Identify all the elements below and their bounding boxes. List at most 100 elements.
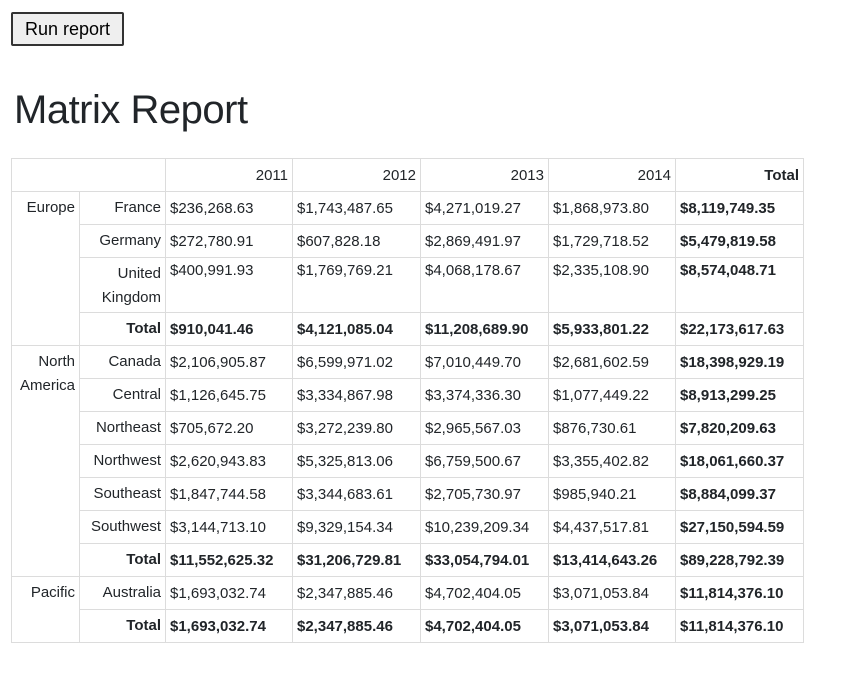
value-cell: $1,077,449.22 [548,378,676,412]
row-label: Total [79,312,166,346]
value-cell: $2,335,108.90 [548,257,676,313]
value-cell: $8,119,749.35 [675,191,804,225]
value-cell: $10,239,209.34 [420,510,549,544]
value-cell: $6,759,500.67 [420,444,549,478]
value-cell: $3,272,239.80 [292,411,421,445]
data-row: Europe France $236,268.63 $1,743,487.65 $4,2… [11,191,804,346]
value-cell: $236,268.63 [165,191,293,225]
value-cell: $2,347,885.46 [292,576,421,610]
value-cell: $3,071,053.84 [548,576,676,610]
value-cell: $8,574,048.71 [675,257,804,313]
total-row: Total $910,041.46 $4,121,085.04 $11,208,689… [12,312,804,346]
value-cell: $4,121,085.04 [292,312,421,346]
value-cell: $18,061,660.37 [675,444,804,478]
row-label: Central [79,378,166,412]
value-cell: $876,730.61 [548,411,676,445]
value-cell: $18,398,929.19 [675,345,804,379]
value-cell: $11,208,689.90 [420,312,549,346]
data-row: Southwest $3,144,713.10 $9,329,154.34 $10,2… [12,510,804,544]
value-cell: $1,693,032.74 [165,576,293,610]
row-label: Southeast [79,477,166,511]
data-row: Northeast $705,672.20 $3,272,239.80 $2,965,… [12,411,804,445]
region-cell: Pacific [11,576,80,643]
column-header: Total [675,158,804,192]
data-row: North America Canada $2,106,905.87 $6,599,9… [11,345,804,577]
region-cell: Europe [11,191,80,346]
value-cell: $2,869,491.97 [420,224,549,258]
value-cell: $3,355,402.82 [548,444,676,478]
value-cell: $9,329,154.34 [292,510,421,544]
value-cell: $8,884,099.37 [675,477,804,511]
row-label: Northwest [79,444,166,478]
value-cell: $3,144,713.10 [165,510,293,544]
value-cell: $4,702,404.05 [420,576,549,610]
region-cell: North America [11,345,80,577]
value-cell: $3,344,683.61 [292,477,421,511]
data-row: Germany $272,780.91 $607,828.18 $2,869,491.… [12,224,804,258]
value-cell: $985,940.21 [548,477,676,511]
value-cell: $22,173,617.63 [675,312,804,346]
value-cell: $11,814,376.10 [675,576,804,610]
value-cell: $1,126,645.75 [165,378,293,412]
value-cell: $1,729,718.52 [548,224,676,258]
value-cell: $4,702,404.05 [420,609,549,643]
row-label: Canada [79,345,166,379]
value-cell: $3,071,053.84 [548,609,676,643]
total-row: Total $1,693,032.74 $2,347,885.46 $4,702,40… [12,609,804,643]
value-cell: $11,552,625.32 [165,543,293,577]
value-cell: $1,743,487.65 [292,191,421,225]
value-cell: $2,965,567.03 [420,411,549,445]
value-cell: $5,933,801.22 [548,312,676,346]
report-title: Matrix Report [14,88,248,132]
row-label: United Kingdom [79,257,166,313]
value-cell: $4,271,019.27 [420,191,549,225]
value-cell: $8,913,299.25 [675,378,804,412]
value-cell: $1,847,744.58 [165,477,293,511]
value-cell: $705,672.20 [165,411,293,445]
value-cell: $13,414,643.26 [548,543,676,577]
column-header: 2012 [292,158,421,192]
row-label: Total [79,609,166,643]
value-cell: $272,780.91 [165,224,293,258]
value-cell: $1,769,769.21 [292,257,421,313]
row-label: France [79,191,166,225]
value-cell: $4,437,517.81 [548,510,676,544]
data-row: Central $1,126,645.75 $3,334,867.98 $3,374,… [12,378,804,412]
value-cell: $7,820,209.63 [675,411,804,445]
row-label: Northeast [79,411,166,445]
row-label: Australia [79,576,166,610]
value-cell: $5,479,819.58 [675,224,804,258]
value-cell: $7,010,449.70 [420,345,549,379]
value-cell: $4,068,178.67 [420,257,549,313]
value-cell: $33,054,794.01 [420,543,549,577]
value-cell: $5,325,813.06 [292,444,421,478]
run-report-button[interactable]: Run report [11,12,124,46]
value-cell: $11,814,376.10 [675,609,804,643]
value-cell: $2,620,943.83 [165,444,293,478]
value-cell: $89,228,792.39 [675,543,804,577]
matrix-table: 2011 2012 2013 2014 Total Europe France $236,26… [11,158,804,643]
value-cell: $27,150,594.59 [675,510,804,544]
data-row: Southeast $1,847,744.58 $3,344,683.61 $2,70… [12,477,804,511]
column-header: 2011 [165,158,293,192]
row-label: Total [79,543,166,577]
value-cell: $3,374,336.30 [420,378,549,412]
value-cell: $6,599,971.02 [292,345,421,379]
data-row: United Kingdom $400,991.93 $1,769,769.21 $4… [12,257,804,313]
corner-cell [11,158,166,192]
row-label: Germany [79,224,166,258]
data-row: Pacific Australia $1,693,032.74 $2,347,885.… [11,576,804,643]
value-cell: $910,041.46 [165,312,293,346]
header-row: 2011 2012 2013 2014 Total [11,158,804,192]
data-row: Northwest $2,620,943.83 $5,325,813.06 $6,75… [12,444,804,478]
row-label: Southwest [79,510,166,544]
total-row: Total $11,552,625.32 $31,206,729.81 $33,054… [12,543,804,577]
value-cell: $400,991.93 [165,257,293,313]
column-header: 2013 [420,158,549,192]
value-cell: $31,206,729.81 [292,543,421,577]
value-cell: $1,868,973.80 [548,191,676,225]
value-cell: $2,681,602.59 [548,345,676,379]
value-cell: $1,693,032.74 [165,609,293,643]
